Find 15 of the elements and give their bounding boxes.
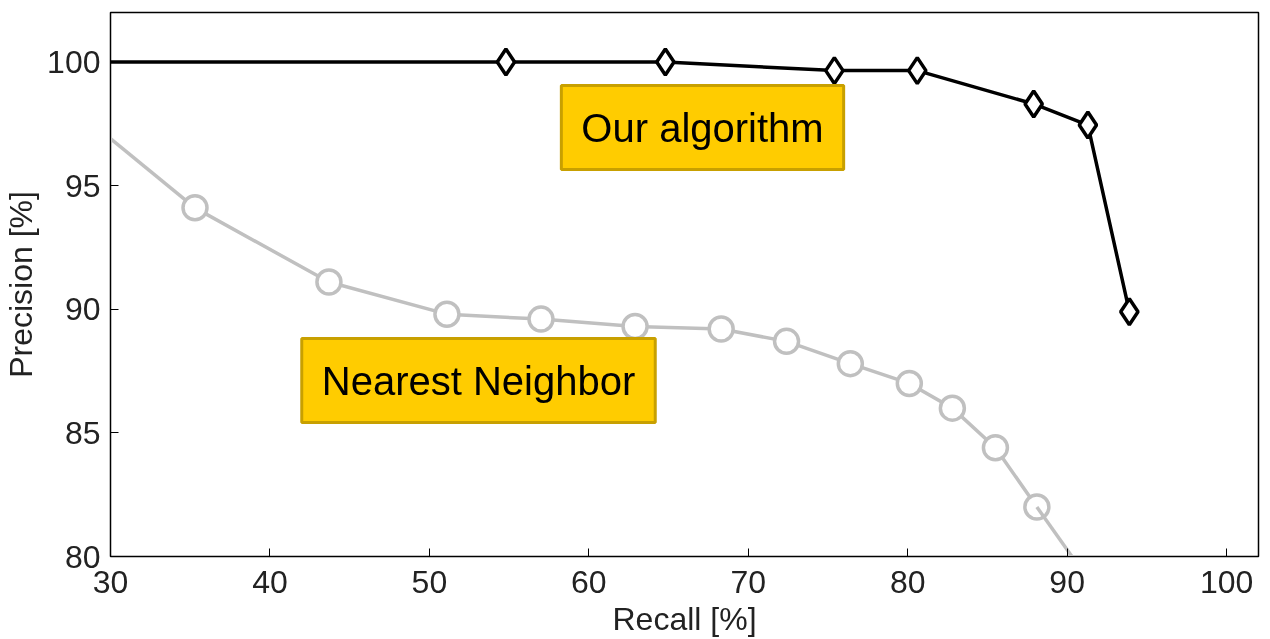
x-tick-label: 100 [1199, 563, 1254, 600]
x-tick-label: 50 [411, 563, 448, 600]
annotation: Nearest Neighbor [321, 358, 636, 403]
y-tick-label: 85 [64, 414, 101, 451]
x-tick-label: 60 [571, 563, 607, 600]
annotation: Our algorithm [581, 105, 824, 150]
x-tick-label: 70 [730, 563, 767, 600]
y-tick-label: 90 [64, 291, 101, 328]
y-tick-label: 100 [47, 43, 101, 80]
y-axis-title: Precision [%] [3, 191, 40, 378]
x-tick-label: 40 [252, 563, 288, 600]
x-axis-title: Recall [%] [612, 600, 757, 637]
y-tick-label: 95 [64, 167, 101, 204]
x-tick-label: 90 [1049, 563, 1085, 600]
x-tick-label: 80 [889, 563, 926, 600]
